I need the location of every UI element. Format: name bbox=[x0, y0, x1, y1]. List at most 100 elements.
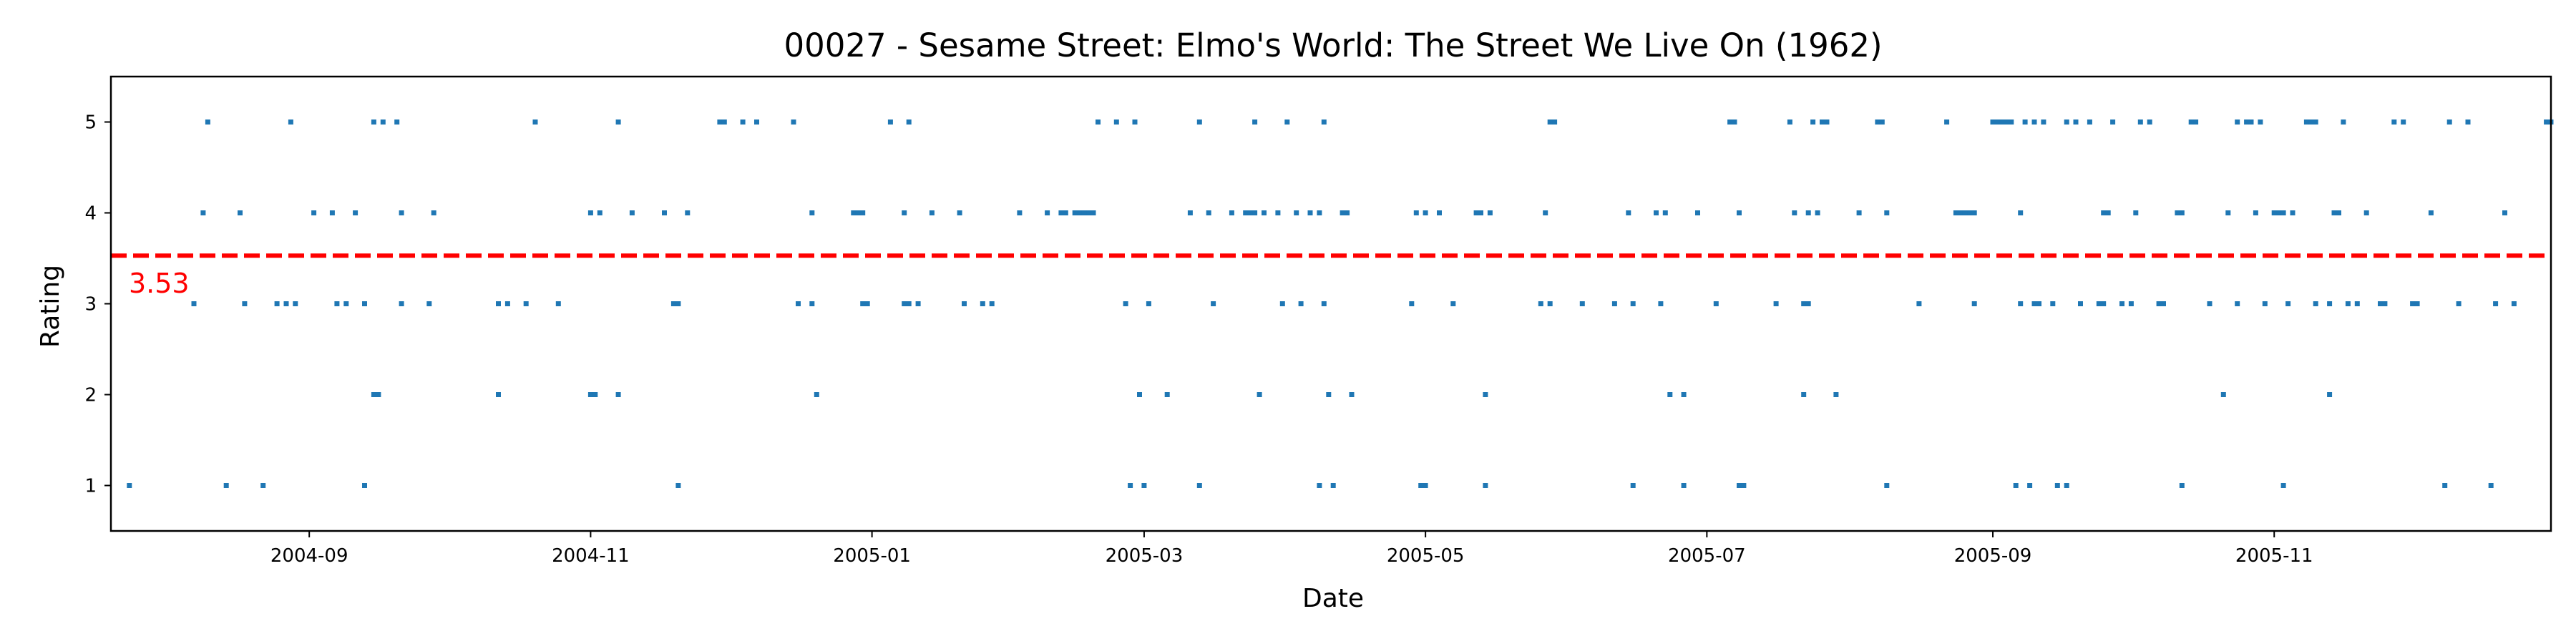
data-point bbox=[2327, 392, 2333, 397]
data-point bbox=[1695, 210, 1700, 215]
x-tick-label: 2005-09 bbox=[1954, 545, 2032, 567]
data-point bbox=[2511, 301, 2517, 306]
data-point bbox=[860, 301, 866, 306]
data-point bbox=[1128, 483, 1133, 488]
data-point bbox=[1547, 119, 1553, 125]
data-point bbox=[2064, 119, 2069, 125]
data-point bbox=[1437, 210, 1442, 215]
y-axis: 1 2 3 4 5 bbox=[84, 112, 111, 497]
data-point bbox=[1732, 119, 1737, 125]
data-point bbox=[2078, 301, 2083, 306]
data-point bbox=[675, 483, 681, 488]
data-point bbox=[1681, 392, 1687, 397]
data-point bbox=[343, 301, 349, 306]
data-point bbox=[2133, 210, 2139, 215]
data-point bbox=[2262, 301, 2268, 306]
data-point bbox=[2465, 119, 2471, 125]
data-point bbox=[2022, 119, 2028, 125]
data-point bbox=[288, 119, 293, 125]
data-point bbox=[1045, 210, 1050, 215]
data-point bbox=[796, 301, 801, 306]
data-point bbox=[1063, 210, 1068, 215]
data-point bbox=[2101, 301, 2107, 306]
data-point bbox=[2207, 301, 2212, 306]
data-point bbox=[2073, 119, 2079, 125]
data-point bbox=[1879, 119, 1885, 125]
data-point bbox=[1543, 210, 1548, 215]
data-point bbox=[1787, 119, 1792, 125]
data-point bbox=[371, 119, 376, 125]
data-point bbox=[906, 119, 912, 125]
data-point bbox=[1307, 210, 1313, 215]
data-point bbox=[721, 119, 727, 125]
data-point bbox=[587, 392, 593, 397]
data-point bbox=[523, 301, 529, 306]
x-axis-label: Date bbox=[1302, 584, 1364, 613]
data-point bbox=[2235, 301, 2240, 306]
x-tick-label: 2004-11 bbox=[552, 545, 630, 567]
data-point bbox=[1321, 301, 1327, 306]
data-point bbox=[1450, 301, 1456, 306]
data-point bbox=[2290, 210, 2296, 215]
data-point bbox=[1196, 483, 1202, 488]
data-point bbox=[1423, 483, 1428, 488]
data-point bbox=[2161, 301, 2166, 306]
data-point bbox=[1317, 483, 1322, 488]
data-point bbox=[1243, 210, 1249, 215]
data-point bbox=[1262, 210, 1267, 215]
data-point bbox=[2188, 119, 2194, 125]
data-point bbox=[1321, 119, 1327, 125]
data-point bbox=[2327, 301, 2333, 306]
x-tick-label: 2005-11 bbox=[2235, 545, 2313, 567]
data-point bbox=[2303, 119, 2309, 125]
data-point bbox=[1187, 210, 1193, 215]
data-point bbox=[1737, 210, 1742, 215]
data-point bbox=[1990, 119, 1996, 125]
data-point bbox=[191, 301, 197, 306]
data-point bbox=[2105, 210, 2111, 215]
data-point bbox=[1326, 392, 1332, 397]
data-point bbox=[334, 301, 340, 306]
x-tick-label: 2005-03 bbox=[1106, 545, 1184, 567]
data-point bbox=[2179, 483, 2185, 488]
data-point bbox=[1096, 119, 1101, 125]
data-point bbox=[2271, 210, 2277, 215]
data-point bbox=[293, 301, 298, 306]
data-point bbox=[205, 119, 210, 125]
data-point bbox=[2331, 210, 2337, 215]
data-point bbox=[1801, 301, 1807, 306]
data-point bbox=[2244, 119, 2250, 125]
data-point bbox=[809, 210, 815, 215]
data-point bbox=[2258, 119, 2263, 125]
data-point bbox=[675, 301, 681, 306]
data-point bbox=[1944, 119, 1950, 125]
data-point bbox=[1086, 210, 1092, 215]
data-point bbox=[1538, 301, 1543, 306]
data-point bbox=[1958, 210, 1963, 215]
data-point bbox=[2175, 210, 2180, 215]
data-point bbox=[1081, 210, 1087, 215]
y-tick-label: 1 bbox=[84, 476, 97, 497]
data-point bbox=[887, 119, 893, 125]
data-point bbox=[1423, 210, 1428, 215]
data-point bbox=[1810, 119, 1816, 125]
data-point bbox=[1654, 210, 1659, 215]
data-point bbox=[431, 210, 436, 215]
data-point bbox=[2456, 301, 2462, 306]
data-point bbox=[980, 301, 985, 306]
data-point bbox=[399, 301, 404, 306]
data-point bbox=[2054, 483, 2060, 488]
data-point bbox=[1418, 483, 1424, 488]
data-point bbox=[1164, 392, 1170, 397]
data-point bbox=[851, 210, 857, 215]
data-point bbox=[1058, 210, 1064, 215]
data-point bbox=[2276, 210, 2282, 215]
data-point bbox=[906, 301, 912, 306]
data-point bbox=[394, 119, 400, 125]
data-point bbox=[1884, 210, 1890, 215]
data-point bbox=[615, 119, 621, 125]
data-point bbox=[426, 301, 432, 306]
y-tick-label: 5 bbox=[84, 112, 97, 134]
y-tick-label: 3 bbox=[84, 294, 97, 316]
data-point bbox=[740, 119, 746, 125]
